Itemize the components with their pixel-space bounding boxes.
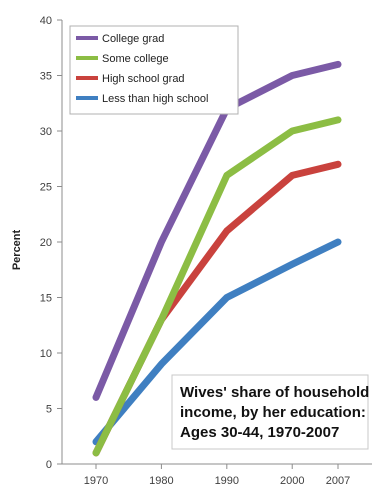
y-tick-label: 0: [46, 459, 52, 471]
x-tick-label: 2007: [326, 475, 350, 487]
x-tick-label: 1970: [84, 475, 108, 487]
annotation-line: Ages 30-44, 1970-2007: [180, 424, 339, 441]
annotation-box: Wives' share of household income, by her …: [171, 374, 369, 450]
legend-label: Less than high school: [102, 93, 208, 105]
y-tick-label: 35: [40, 71, 52, 83]
y-tick-label: 25: [40, 182, 52, 194]
legend: College grad Some college High school grad…: [69, 25, 239, 115]
y-tick-label: 10: [40, 348, 52, 360]
y-tick-label: 20: [40, 237, 52, 249]
y-axis-label: Percent: [11, 229, 23, 270]
series-line: [92, 116, 342, 457]
x-tick-label: 1980: [149, 475, 173, 487]
legend-label: High school grad: [102, 73, 185, 85]
legend-label: Some college: [102, 53, 169, 65]
legend-label: College grad: [102, 33, 164, 45]
y-tick-label: 40: [40, 15, 52, 27]
annotation-background: [171, 374, 369, 450]
y-tick-label: 30: [40, 126, 52, 138]
x-axis-ticks: 1970 1980 1990 2000 2007: [84, 464, 350, 487]
x-tick-label: 1990: [215, 475, 239, 487]
x-tick-label: 2000: [280, 475, 304, 487]
annotation-line: Wives' share of household: [180, 384, 369, 401]
y-axis-ticks: 0 5 10 15 20 25 30 35 40: [40, 15, 62, 471]
y-tick-label: 5: [46, 404, 52, 416]
annotation-line: income, by her education:: [180, 404, 366, 421]
series-line: [92, 238, 342, 446]
y-tick-label: 15: [40, 293, 52, 305]
